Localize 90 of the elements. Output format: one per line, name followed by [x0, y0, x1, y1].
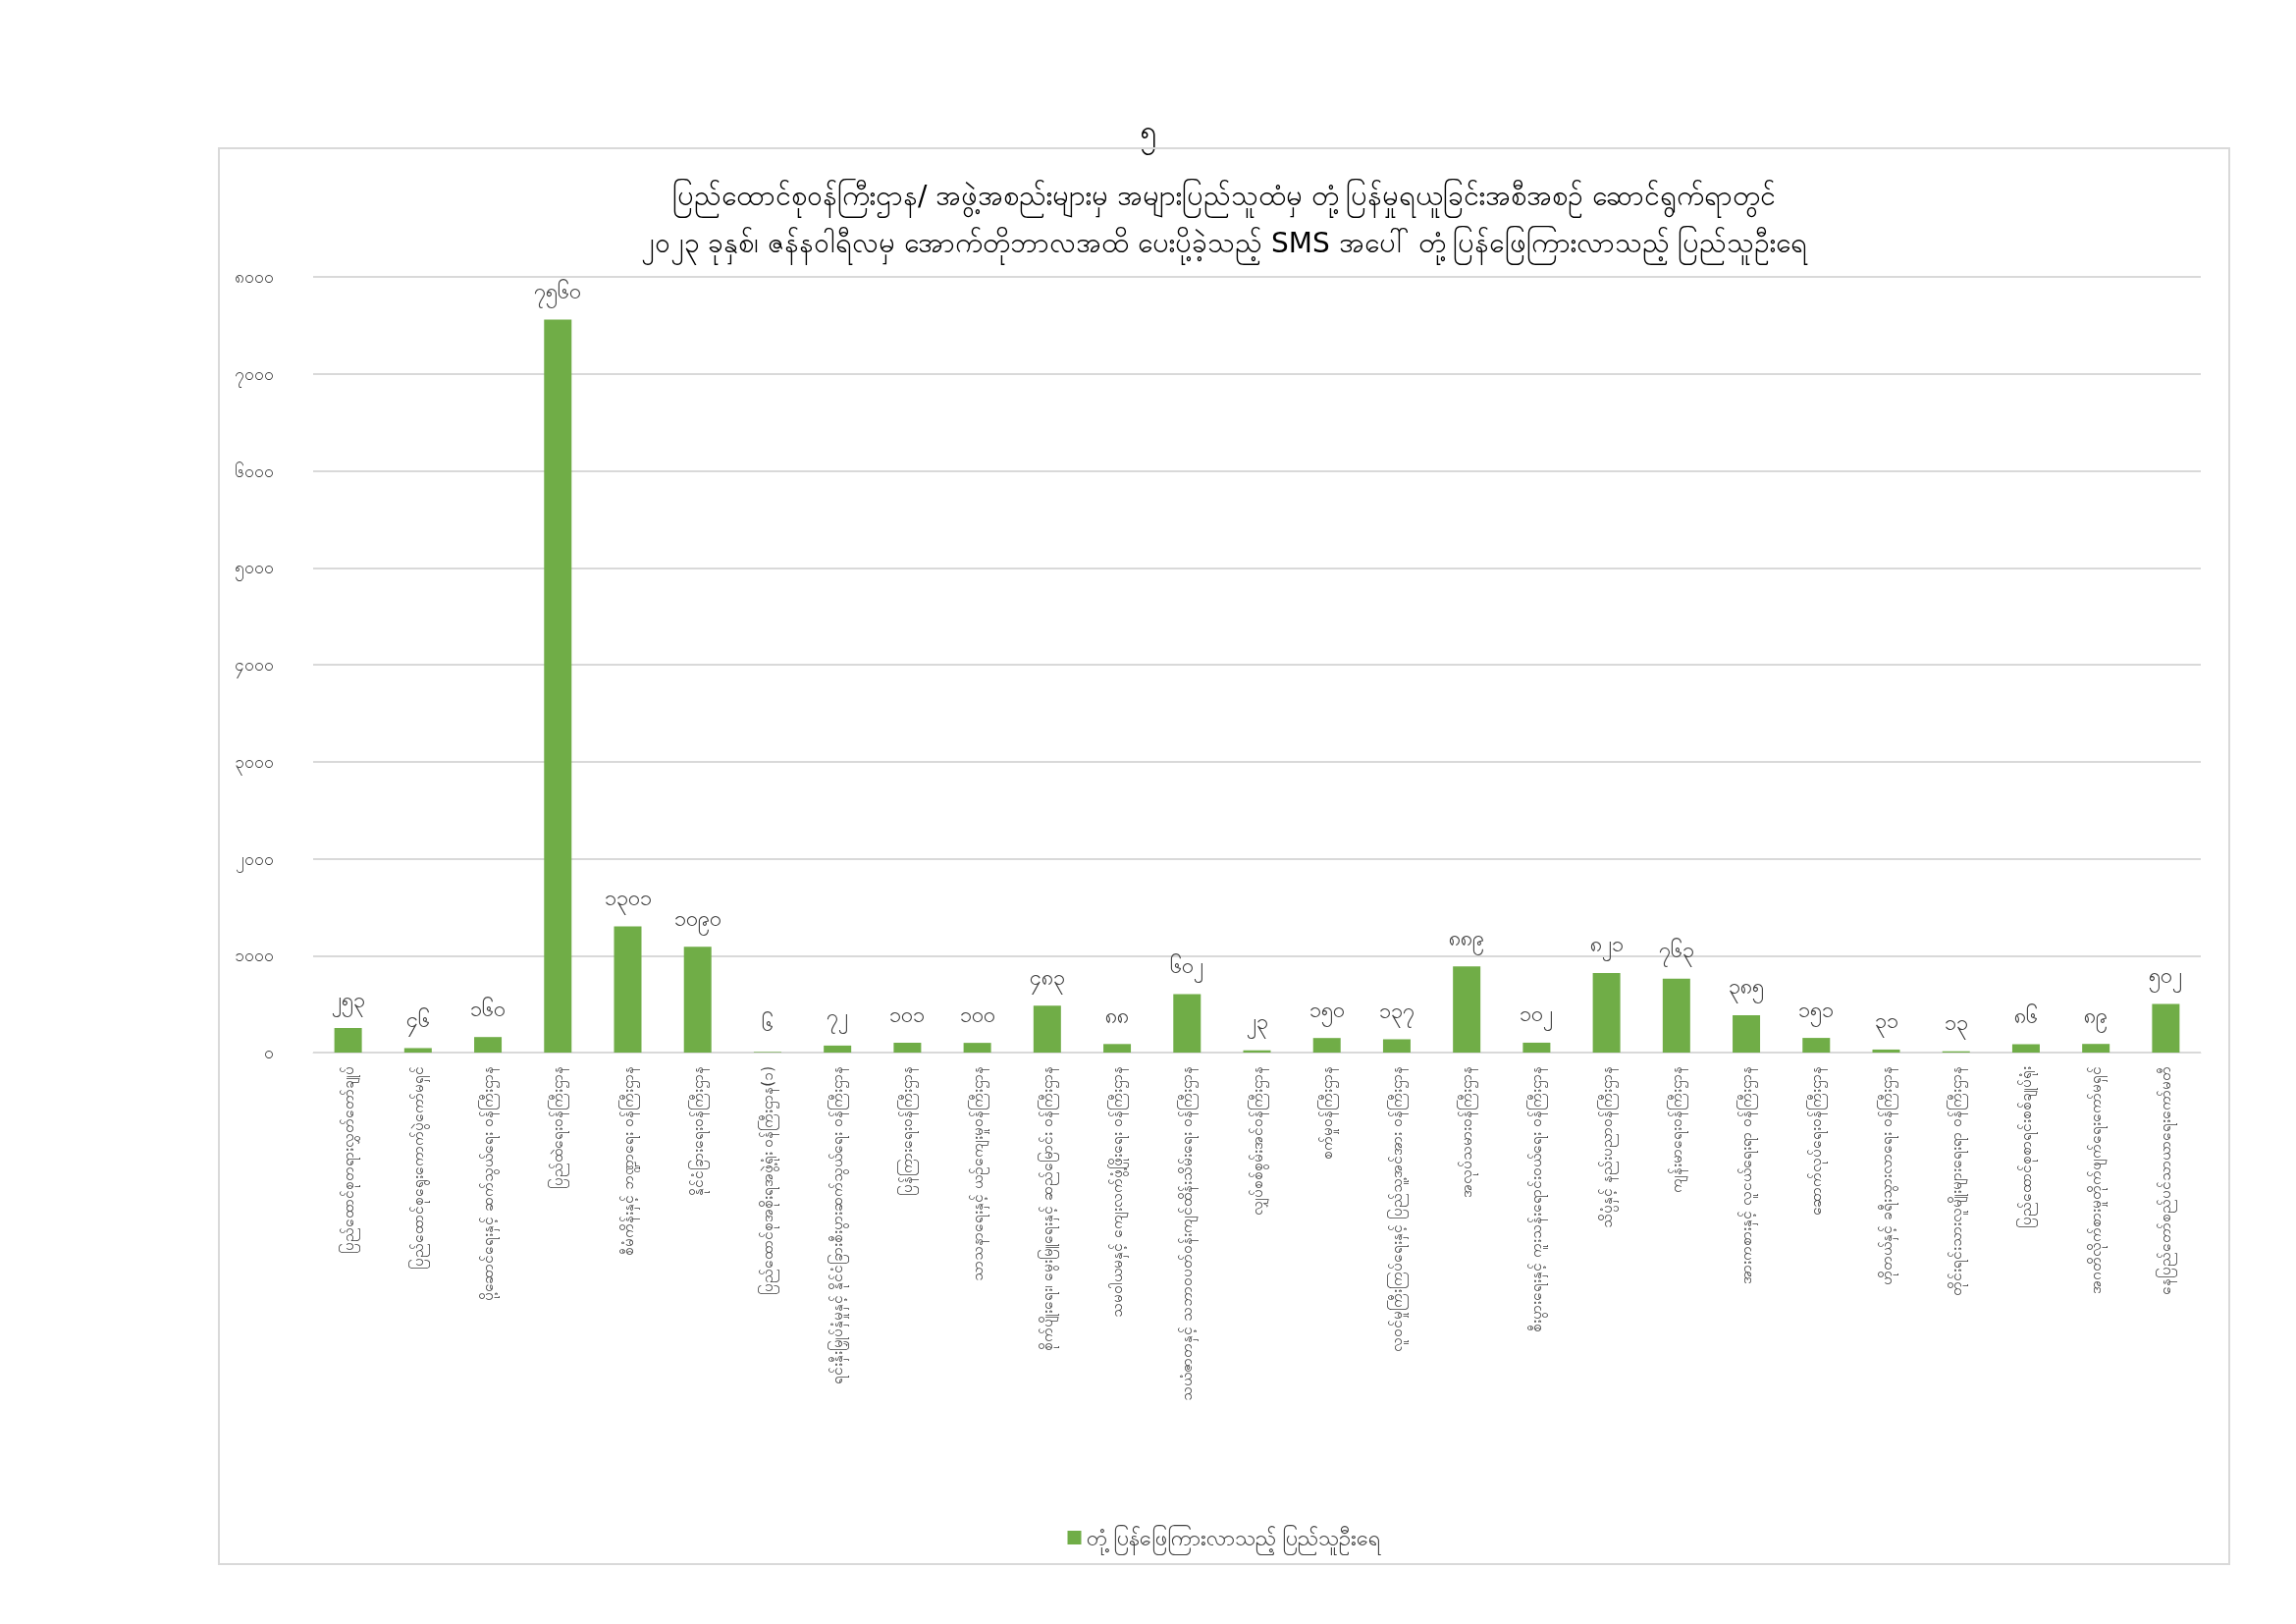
data-label: ၁၀၉၀: [673, 905, 721, 936]
y-tick-label: ၆၀၀၀: [235, 460, 274, 481]
bar: [1453, 966, 1481, 1053]
data-label: ၄၆: [405, 1006, 430, 1037]
x-tick-label: ပြည်ထောင်စုတရားလွှတ်တော်ချုပ်: [338, 1066, 360, 1254]
x-tick-label: အဂတိလိုက်စားမှုတိုက်ဖျက်ရေးကော်မရှင်: [2087, 1066, 2109, 1294]
data-label: ၆၀၂: [1170, 953, 1204, 984]
bar: [2011, 1044, 2040, 1053]
bar: [1733, 1014, 1761, 1053]
data-label: ၁၅၁: [1798, 997, 1835, 1027]
bar: [403, 1048, 432, 1053]
y-tick-label: ၀: [264, 1043, 274, 1062]
y-tick-label: ၂၀၀၀: [236, 848, 274, 873]
data-label: ၁၀၀: [959, 1001, 995, 1027]
data-label: ၁၃၇: [1378, 998, 1415, 1028]
text: ၅: [1139, 113, 1157, 156]
bar: [1382, 1039, 1411, 1053]
x-tick-label: လူဝင်မှုကြီးကြပ်ရေးနှင့် ပြည်သူ့အင်အား ဝန်ကြီးဌာန: [1386, 1066, 1409, 1352]
data-label: ၈၈: [1105, 1002, 1130, 1028]
x-tick-label: သိပ္ပံနှင့် နည်းပညာဝန်ကြီးဌာန: [1596, 1066, 1619, 1228]
bar: [1522, 1042, 1551, 1053]
x-tick-label: ပြည်ထဲရေးဝန်ကြီးဌာန: [548, 1066, 570, 1189]
data-label: ၃၈၅: [1729, 974, 1765, 1004]
bar: [474, 1037, 503, 1053]
data-label: ၃၁: [1874, 1008, 1898, 1039]
x-tick-label: ဆောက်လုပ်ရေးဝန်ကြီးဌာန: [1806, 1066, 1829, 1216]
bar: [1033, 1005, 1061, 1053]
x-tick-label: သမဝါယမနှင့် ကျေးလက်ဖွံ့ဖြိုးရေး ဝန်ကြီးဌာန: [1107, 1066, 1130, 1318]
y-tick-label: ၁၀၀၀: [235, 946, 274, 966]
data-label: ၈၈၉: [1449, 925, 1485, 955]
x-tick-label: ပြည်ထောင်စုရွေးကောက်ပွဲကော်မရှင်: [407, 1066, 430, 1270]
y-tick-label: ၈၀၀၀: [235, 267, 274, 287]
x-tick-label: ပြည်ထောင်စုစာရင်းစစ်ချုပ်ရုံး: [2015, 1066, 2038, 1228]
data-label: ၇၅၆၀: [534, 278, 582, 308]
y-tick-label: ၃၀၀၀: [235, 751, 274, 776]
x-tick-label: စီမံကိန်းနှင့် ဘဏ္ဍာရေး ဝန်ကြီးဌာန: [617, 1066, 640, 1256]
x-tick-label: နေပြည်တော်စည်ပင်သာယာရေးကော်မတီ: [2156, 1066, 2178, 1295]
y-tick-label: ၇၀၀၀: [235, 363, 274, 388]
x-tick-label: ပြည်ထောင်စုအစိုးရအဖွဲ့ရုံး ဝန်ကြီးဌာန(၁): [757, 1066, 779, 1296]
data-label: ၁၅၀: [1308, 997, 1345, 1027]
data-label: ၈၂၁: [1589, 932, 1624, 962]
data-label: ၇၂: [827, 1004, 849, 1035]
data-label: ၁၆၀: [470, 996, 507, 1021]
bar: [893, 1043, 922, 1053]
bar: [544, 319, 572, 1053]
legend-label: တုံ့ပြန်ဖြေကြားလာသည့် ပြည်သူဦးရေ: [1086, 1524, 1382, 1555]
bar: [2082, 1044, 2110, 1053]
x-tick-label: စက်မှုဝန်ကြီးဌာန: [1316, 1066, 1339, 1160]
bar: [683, 947, 712, 1053]
bar: [1173, 994, 1201, 1053]
x-tick-label: ပြန်ကြားရေးဝန်ကြီးဌာန: [897, 1066, 920, 1196]
x-tick-label: ကျန်းမာရေးဝန်ကြီးဌာန: [1666, 1066, 1688, 1193]
data-label: ၁၀၁: [889, 1001, 926, 1027]
data-label: ၅၀၂: [2149, 962, 2183, 993]
data-label: ၄၈၃: [1029, 964, 1065, 995]
data-label: ၇၆၃: [1658, 938, 1694, 968]
bar: [1872, 1049, 1900, 1053]
bar: [1802, 1038, 1831, 1053]
bar: [1312, 1038, 1341, 1053]
data-label: ၂၃: [1246, 1009, 1268, 1040]
data-label: ၆: [761, 1010, 774, 1036]
y-tick-label: ၅၀၀၀: [235, 558, 274, 582]
bar: [824, 1045, 852, 1053]
x-tick-label: သာသနာရေးနှင့် ယဉ်ကျေးမှုဝန်ကြီးဌာန: [967, 1066, 989, 1281]
data-label: ၈၆: [2013, 1003, 2038, 1029]
x-tick-label: နိုင်ငံခြားရေးဝန်ကြီးဌာန: [687, 1066, 710, 1196]
x-tick-label: အလုပ်သမားဝန်ကြီးဌာန: [1457, 1066, 1479, 1198]
x-tick-label: ရင်းနှီးမြှုပ်နှံမှုနှင့် နိုင်ငံခြားစီးပွားဆက်သွယ်ရေး ဝန်ကြီးဌာန: [828, 1066, 850, 1384]
data-label: ၂၅၃: [331, 987, 365, 1017]
bar: [334, 1028, 362, 1053]
data-label: ၈၉: [2084, 1002, 2109, 1033]
bar: [1592, 972, 1621, 1053]
x-tick-label: လျှပ်စစ်စွမ်းအင်ဝန်ကြီးဌာန: [1247, 1066, 1269, 1216]
chart-title: ပြည်ထောင်စုဝန်ကြီးဌာန/ အဖွဲ့အစည်းများမှ အများပြည်သူထံမှ တုံ့ပြန်မှုရယူခြင်းအစီအစဉ် ဆောင်ရွက်ရာတွင် ၂၀၂၃ ခုနှစ်၊ ဇန်နဝါရီလမှ အောက်တိုဘာလအထိ ပေးပို့ခဲ့သည့် SMS အပေါ် တုံ့ပြန်ဖြေကြားလာသည့် ပြည်သူဦးရေ: [640, 177, 1809, 265]
y-tick-label: ၄၀၀၀: [235, 655, 274, 678]
data-label: ၁၃၀၁: [604, 886, 652, 916]
x-tick-label: စိုက်ပျိုးရေး၊ မွေးမြူရေးနှင့် ဆည်မြောင်း ဝန်ကြီးဌာန: [1037, 1066, 1059, 1352]
bar: [1103, 1044, 1132, 1053]
data-label: ၁၃: [1944, 1010, 1968, 1041]
bar: [1662, 978, 1690, 1053]
x-tick-label: စီးပွားရေးနှင့် ကူးသန်းရောင်းဝယ်ရေး ဝန်ကြီးဌာန: [1526, 1066, 1549, 1332]
bar: [2152, 1003, 2180, 1053]
bar: [614, 926, 642, 1053]
bar: [963, 1043, 991, 1053]
x-tick-label: တိုင်းရင်းသားလူမျိုးများရေးရာ ဝန်ကြီးဌာန: [1946, 1066, 1968, 1296]
x-tick-label: အားကစားနှင့် လူငယ်ရေးရာ ဝန်ကြီးဌာန: [1736, 1066, 1759, 1284]
x-tick-label: ဟိုတယ်နှင့် ခရီးသွားလာရေး ဝန်ကြီးဌာန: [1876, 1066, 1898, 1285]
data-label: ၁၀၂: [1520, 1001, 1554, 1032]
x-tick-label: ပို့ဆောင်ရေးနှင့် ဆက်သွယ်ရေး ဝန်ကြီးဌာန: [478, 1066, 501, 1301]
x-tick-label: သယံဇာတနှင့် သဘာဝပတ်ဝန်းကျင်ထိန်းသိမ်းရေး ဝန်ကြီးဌာန: [1177, 1066, 1200, 1401]
